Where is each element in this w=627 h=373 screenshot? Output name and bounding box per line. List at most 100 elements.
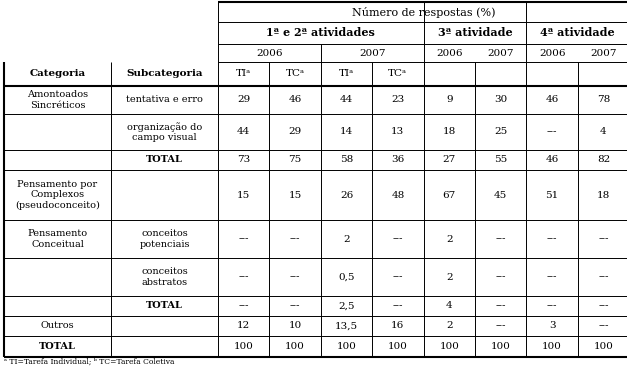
Text: 46: 46 <box>545 95 559 104</box>
Text: 100: 100 <box>542 342 562 351</box>
Text: 100: 100 <box>388 342 408 351</box>
Text: 2,5: 2,5 <box>338 301 355 310</box>
Text: 2007: 2007 <box>590 48 617 57</box>
Text: 15: 15 <box>288 191 302 200</box>
Text: 27: 27 <box>443 156 456 164</box>
Text: TCᵃ: TCᵃ <box>388 69 408 78</box>
Text: 2: 2 <box>446 235 453 244</box>
Text: Subcategoria: Subcategoria <box>126 69 203 78</box>
Text: 23: 23 <box>391 95 404 104</box>
Text: 2: 2 <box>343 235 350 244</box>
Text: 44: 44 <box>340 95 353 104</box>
Text: ---: --- <box>598 322 609 330</box>
Text: 2: 2 <box>446 273 453 282</box>
Text: tentativa e erro: tentativa e erro <box>126 95 203 104</box>
Text: ---: --- <box>547 128 557 137</box>
Text: ---: --- <box>238 273 249 282</box>
Text: 100: 100 <box>440 342 459 351</box>
Text: ---: --- <box>495 322 506 330</box>
Text: 9: 9 <box>446 95 453 104</box>
Text: 29: 29 <box>288 128 302 137</box>
Text: 2006: 2006 <box>256 48 283 57</box>
Text: Outros: Outros <box>41 322 75 330</box>
Text: ---: --- <box>290 273 300 282</box>
Text: ---: --- <box>598 273 609 282</box>
Text: 51: 51 <box>545 191 559 200</box>
Text: Pensamento por
Complexos
(pseudoconceito): Pensamento por Complexos (pseudoconceito… <box>15 180 100 210</box>
Text: 55: 55 <box>494 156 507 164</box>
Text: 4: 4 <box>600 128 607 137</box>
Text: 2007: 2007 <box>487 48 514 57</box>
Text: TOTAL: TOTAL <box>39 342 76 351</box>
Text: ---: --- <box>495 301 506 310</box>
Text: 4ª atividade: 4ª atividade <box>540 28 615 38</box>
Text: TIᵃ: TIᵃ <box>339 69 354 78</box>
Text: 3ª atividade: 3ª atividade <box>438 28 512 38</box>
Text: 14: 14 <box>340 128 353 137</box>
Text: 2007: 2007 <box>359 48 386 57</box>
Text: 2006: 2006 <box>539 48 566 57</box>
Text: 3: 3 <box>549 322 556 330</box>
Text: 30: 30 <box>494 95 507 104</box>
Text: 58: 58 <box>340 156 353 164</box>
Text: 25: 25 <box>494 128 507 137</box>
Text: ---: --- <box>238 301 249 310</box>
Text: 13: 13 <box>391 128 404 137</box>
Text: ---: --- <box>290 235 300 244</box>
Text: Pensamento
Conceitual: Pensamento Conceitual <box>28 229 88 249</box>
Text: ---: --- <box>393 301 403 310</box>
Text: 1ª e 2ª atividades: 1ª e 2ª atividades <box>266 28 375 38</box>
Text: 4: 4 <box>446 301 453 310</box>
Text: ---: --- <box>598 301 609 310</box>
Text: 73: 73 <box>237 156 250 164</box>
Text: 10: 10 <box>288 322 302 330</box>
Text: ---: --- <box>238 235 249 244</box>
Text: ---: --- <box>547 301 557 310</box>
Text: 75: 75 <box>288 156 302 164</box>
Text: 100: 100 <box>285 342 305 351</box>
Text: 100: 100 <box>491 342 510 351</box>
Text: 67: 67 <box>443 191 456 200</box>
Text: conceitos
abstratos: conceitos abstratos <box>141 267 188 287</box>
Text: conceitos
potenciais: conceitos potenciais <box>139 229 190 249</box>
Text: 100: 100 <box>234 342 254 351</box>
Text: 26: 26 <box>340 191 353 200</box>
Text: ---: --- <box>495 273 506 282</box>
Text: ---: --- <box>547 273 557 282</box>
Text: 2006: 2006 <box>436 48 463 57</box>
Text: 16: 16 <box>391 322 404 330</box>
Text: TIᵃ: TIᵃ <box>236 69 251 78</box>
Text: TOTAL: TOTAL <box>146 301 183 310</box>
Text: ---: --- <box>598 235 609 244</box>
Text: ᵃ TI=Tarefa Individual; ᵇ TC=Tarefa Coletiva: ᵃ TI=Tarefa Individual; ᵇ TC=Tarefa Cole… <box>4 358 174 366</box>
Text: ---: --- <box>290 301 300 310</box>
Text: Categoria: Categoria <box>29 69 85 78</box>
Text: 45: 45 <box>494 191 507 200</box>
Text: 82: 82 <box>597 156 610 164</box>
Text: 18: 18 <box>443 128 456 137</box>
Text: 18: 18 <box>597 191 610 200</box>
Text: 78: 78 <box>597 95 610 104</box>
Text: 13,5: 13,5 <box>335 322 358 330</box>
Text: 48: 48 <box>391 191 404 200</box>
Text: 46: 46 <box>545 156 559 164</box>
Text: 46: 46 <box>288 95 302 104</box>
Text: TCᵃ: TCᵃ <box>285 69 305 78</box>
Text: 12: 12 <box>237 322 250 330</box>
Text: ---: --- <box>547 235 557 244</box>
Text: ---: --- <box>495 235 506 244</box>
Text: ---: --- <box>393 273 403 282</box>
Text: 15: 15 <box>237 191 250 200</box>
Text: organização do
campo visual: organização do campo visual <box>127 122 202 142</box>
Text: 2: 2 <box>446 322 453 330</box>
Text: 29: 29 <box>237 95 250 104</box>
Text: 36: 36 <box>391 156 404 164</box>
Text: Número de respostas (%): Número de respostas (%) <box>352 6 495 18</box>
Text: TOTAL: TOTAL <box>146 156 183 164</box>
Text: 0,5: 0,5 <box>338 273 355 282</box>
Text: 100: 100 <box>594 342 613 351</box>
Text: 100: 100 <box>337 342 356 351</box>
Text: 44: 44 <box>237 128 250 137</box>
Text: ---: --- <box>393 235 403 244</box>
Text: Amontoados
Sincréticos: Amontoados Sincréticos <box>27 90 88 110</box>
